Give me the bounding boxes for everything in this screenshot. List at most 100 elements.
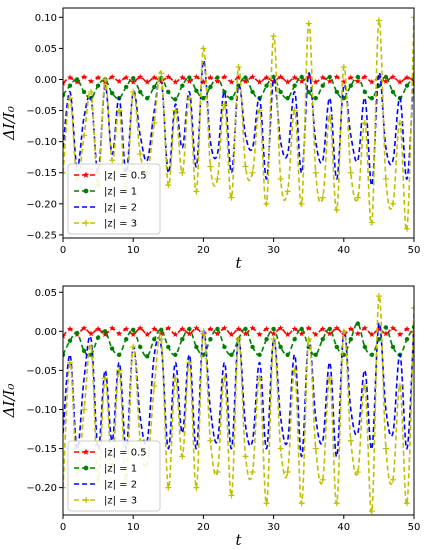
legend-item: |z| = 2: [74, 480, 137, 491]
data-point: [165, 484, 172, 491]
data-point: [334, 89, 339, 95]
data-point: [305, 336, 312, 343]
legend-item: |z| = 0.5: [74, 171, 147, 182]
data-point: [312, 169, 319, 176]
data-point: [74, 330, 80, 336]
data-point: [151, 120, 158, 126]
data-point: [235, 336, 242, 343]
data-point: [67, 83, 73, 88]
data-point: [291, 74, 298, 81]
data-point: [102, 329, 108, 334]
data-point: [249, 325, 256, 331]
data-point: [368, 78, 375, 85]
data-point: [256, 375, 263, 382]
data-point: [250, 344, 255, 350]
data-point: [235, 325, 242, 332]
data-point: [271, 326, 276, 332]
data-point: [173, 97, 178, 102]
data-point: [137, 151, 144, 158]
data-point: [81, 325, 88, 331]
data-point: [207, 74, 214, 81]
data-point: [109, 325, 116, 331]
data-point: [221, 325, 228, 331]
data-point: [327, 326, 332, 332]
data-point: [299, 326, 304, 332]
chart-panel-top: 0 10 20 30 40 50 0.10 0.05 0.00 −0.05 −0.10 −0.15 −0…: [0, 7, 420, 272]
data-point: [193, 484, 200, 491]
data-point: [179, 74, 186, 81]
data-point: [131, 327, 136, 332]
data-point: [235, 74, 242, 81]
data-point: [298, 330, 305, 337]
data-point: [193, 325, 200, 331]
data-point: [263, 325, 270, 332]
data-point: [319, 194, 326, 201]
data-point: [109, 157, 116, 164]
data-point: [194, 88, 199, 93]
y-tick-label: −0.10: [26, 137, 57, 148]
legend-marker: [82, 171, 90, 178]
legend-label: |z| = 3: [104, 219, 137, 230]
legend-marker: [83, 220, 89, 226]
data-point: [291, 107, 298, 114]
y-tick-label: −0.10: [26, 405, 57, 416]
y-tick-label: 0.00: [35, 327, 57, 338]
data-point: [368, 508, 375, 515]
y-tick-label: −0.20: [26, 199, 57, 210]
data-point: [215, 326, 220, 332]
data-point: [362, 344, 368, 350]
data-point: [285, 352, 290, 357]
data-point: [382, 330, 389, 337]
data-point: [389, 476, 396, 483]
data-point: [144, 331, 151, 337]
data-point: [152, 84, 157, 90]
data-point: [123, 84, 129, 90]
x-tick-label: 40: [337, 522, 350, 533]
data-point: [249, 169, 256, 176]
data-point: [403, 225, 410, 232]
data-point: [264, 83, 269, 88]
data-point: [361, 383, 368, 390]
data-point: [320, 336, 325, 342]
data-point: [390, 344, 396, 350]
legend-marker: [83, 188, 89, 194]
data-point: [116, 367, 123, 374]
data-point: [180, 83, 185, 88]
legend-item: |z| = 3: [74, 219, 137, 230]
x-tick-label: 30: [267, 522, 280, 533]
legend-marker: [83, 497, 89, 503]
data-point: [382, 78, 389, 84]
data-point: [137, 325, 144, 331]
data-point: [130, 331, 137, 337]
data-point: [102, 331, 109, 337]
legend-label: |z| = 2: [104, 203, 137, 214]
data-point: [277, 325, 284, 331]
data-point: [271, 74, 276, 80]
data-point: [172, 331, 179, 337]
data-point: [299, 74, 304, 80]
data-point: [354, 194, 361, 201]
data-point: [63, 169, 66, 176]
data-point: [151, 74, 158, 81]
data-point: [207, 325, 214, 332]
data-point: [228, 78, 235, 85]
legend-label: |z| = 2: [104, 480, 137, 491]
data-point: [159, 327, 164, 332]
data-point: [403, 500, 410, 507]
legend: |z| = 0.5 |z| = 1 |z| = 2 |z| = 3: [67, 163, 161, 235]
data-point: [354, 469, 361, 476]
data-point: [347, 169, 354, 176]
data-point: [95, 325, 102, 332]
data-point: [63, 352, 66, 357]
data-point: [327, 74, 332, 80]
data-point: [123, 325, 130, 332]
data-point: [243, 75, 248, 80]
data-point: [270, 336, 277, 343]
data-point: [67, 74, 74, 81]
data-point: [166, 89, 171, 95]
data-point: [355, 74, 361, 80]
data-point: [193, 188, 200, 195]
data-point: [340, 328, 347, 335]
x-tick-label: 0: [60, 522, 66, 533]
